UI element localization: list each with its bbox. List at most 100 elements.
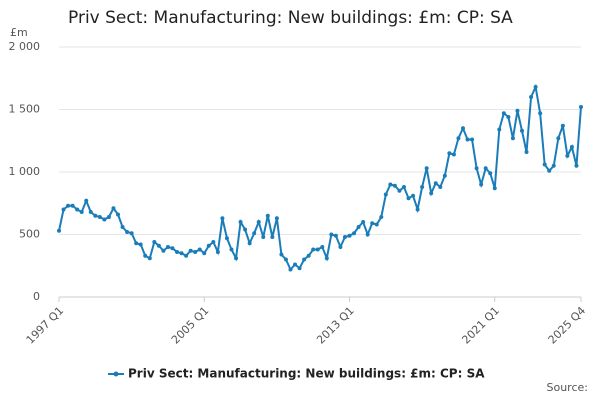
point [392,183,397,188]
point [75,207,80,212]
point [215,250,220,254]
point [306,253,311,258]
point [365,232,370,237]
point [88,210,93,214]
point [447,151,452,156]
point [234,256,239,261]
point [111,206,116,211]
point [147,256,152,261]
point [519,128,524,133]
point [383,192,388,197]
point [129,231,134,236]
point [338,245,343,249]
x-tick-label: 2013 Q1 [314,304,357,347]
point [406,196,411,201]
point [388,182,393,187]
point [551,163,556,168]
point [116,212,121,217]
y-unit: £m [10,26,28,39]
y-tick-label: 0 [33,290,40,303]
point [510,136,515,141]
point [429,191,434,196]
point [574,163,579,168]
point [97,215,102,219]
point [211,240,216,244]
point [411,193,416,198]
y-tick-label: 2 000 [9,40,41,53]
point [106,215,111,219]
point [297,266,302,271]
point [70,203,75,208]
point [184,253,189,258]
point [488,171,493,176]
point [93,213,98,218]
point [202,251,207,256]
point [529,95,534,99]
point [438,185,443,189]
point [333,233,338,238]
point [61,207,66,212]
point [156,243,161,248]
point [329,232,334,237]
point [220,216,225,221]
point [229,247,234,252]
point [84,198,89,203]
point [270,235,275,239]
point [415,207,420,212]
point [420,185,425,189]
point [470,137,475,142]
point [460,126,465,131]
point [293,262,298,267]
point [465,137,470,142]
source: Source: [547,381,589,394]
x-tick-label: 1997 Q1 [24,304,67,347]
point [206,243,211,248]
point [442,173,447,178]
point [175,250,180,254]
x-tick-label: 2025 Q4 [546,304,589,347]
point [152,240,157,244]
point [556,136,561,141]
point [288,267,293,272]
point [279,252,284,257]
point [374,222,379,227]
point [524,150,529,154]
point [401,185,406,189]
point [352,231,357,236]
point [252,231,257,236]
point [579,105,583,109]
point [66,203,71,208]
point [302,257,307,262]
point [102,217,107,222]
point [547,168,552,173]
y-tick-label: 1 500 [9,103,41,116]
point [538,111,543,116]
point [283,257,288,262]
point [379,215,384,219]
point [324,256,329,261]
point [188,248,193,253]
point [533,85,538,89]
point [197,247,202,252]
point [492,186,497,191]
point [315,247,320,252]
point [238,220,243,224]
chart-title: Priv Sect: Manufacturing: New buildings:… [68,8,513,28]
point [261,235,266,239]
point [243,227,248,232]
point [57,228,61,233]
point [361,220,366,224]
point [356,225,361,229]
point [479,182,484,187]
point [265,213,270,218]
point [320,245,325,249]
point [451,152,456,157]
point [224,236,229,241]
y-tick-label: 500 [19,228,40,241]
point [138,242,143,247]
point [397,188,402,193]
x-tick-label: 2021 Q1 [459,304,502,347]
point [342,235,347,239]
